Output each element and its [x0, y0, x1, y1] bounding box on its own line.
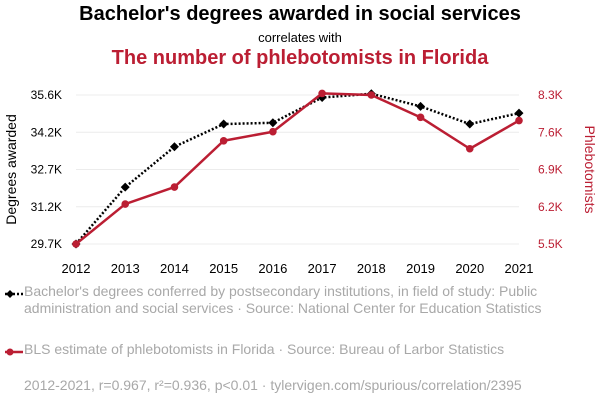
- legend-label-2: BLS estimate of phlebotomists in Florida…: [24, 341, 505, 357]
- chart-title-2: The number of phlebotomists in Florida: [111, 47, 489, 69]
- data-point-circle: [318, 89, 326, 98]
- data-point-circle: [121, 200, 130, 208]
- data-point-circle: [170, 183, 179, 191]
- data-point-diamond: [465, 119, 475, 129]
- data-point-diamond: [120, 182, 130, 192]
- data-point-circle: [465, 144, 474, 153]
- y-tick-left: 31.2K: [31, 200, 62, 214]
- y-axis-title-right: Phlebotomists: [582, 126, 598, 214]
- data-point-circle: [269, 127, 277, 136]
- legend-swatch-2: [5, 348, 23, 356]
- x-tick-label: 2016: [258, 261, 287, 276]
- data-point-diamond: [268, 118, 278, 128]
- x-tick-label: 2014: [160, 261, 189, 276]
- series-line-1: [75, 92, 520, 245]
- chart-title: Bachelor's degrees awarded in social ser…: [79, 3, 521, 25]
- y-tick-left: 35.6K: [31, 88, 62, 102]
- data-point-circle: [219, 136, 228, 145]
- y-tick-left: 29.7K: [31, 237, 62, 251]
- data-point-circle: [367, 91, 376, 99]
- y-tick-right: 7.6K: [538, 125, 563, 139]
- data-point-circle: [416, 113, 425, 122]
- y-tick-right: 6.2K: [538, 200, 563, 214]
- y-tick-right: 8.3K: [538, 88, 563, 102]
- y-tick-left: 32.7K: [31, 163, 62, 177]
- x-tick-label: 2021: [505, 261, 534, 276]
- x-tick-label: 2018: [357, 261, 386, 276]
- y-tick-right: 5.5K: [538, 237, 563, 251]
- chart-subtitle: correlates with: [258, 30, 342, 45]
- x-tick-label: 2017: [308, 261, 337, 276]
- data-point-diamond: [219, 119, 229, 129]
- y-tick-left: 34.2K: [31, 125, 62, 139]
- x-tick-label: 2012: [62, 261, 91, 276]
- data-point-diamond: [169, 142, 179, 152]
- legend-swatch-1: [5, 290, 23, 298]
- x-tick-label: 2020: [455, 261, 484, 276]
- y-axis-title-left: Degrees awarded: [3, 114, 19, 225]
- footer-stats: 2012-2021, r=0.967, r²=0.936, p<0.01 · t…: [24, 377, 522, 393]
- x-tick-label: 2019: [406, 261, 435, 276]
- data-point-diamond: [416, 101, 426, 111]
- series-line-2: [75, 92, 520, 245]
- data-point-circle: [72, 240, 80, 248]
- data-point-circle: [515, 116, 523, 125]
- x-tick-label: 2013: [111, 261, 140, 276]
- data-point-diamond: [514, 108, 524, 118]
- x-tick-label: 2015: [209, 261, 238, 276]
- legend-label-1: Bachelor's degrees conferred by postseco…: [24, 283, 542, 316]
- y-tick-right: 6.9K: [538, 163, 563, 177]
